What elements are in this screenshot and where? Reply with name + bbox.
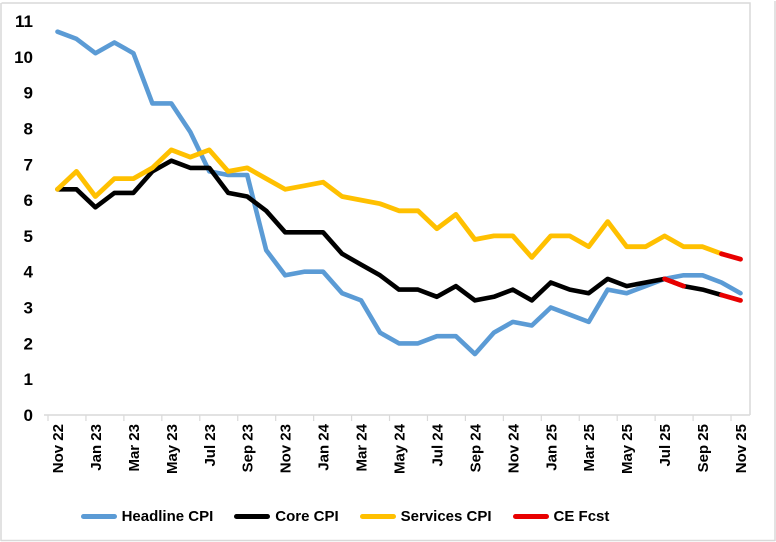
- legend-item-services-cpi: Services CPI: [359, 507, 492, 525]
- y-axis-tick-label: 4: [24, 263, 34, 282]
- legend-item-core-cpi: Core CPI: [234, 507, 339, 525]
- legend: Headline CPI Core CPI Services CPI CE Fcst: [0, 503, 750, 529]
- series-line-services-cpi: [55, 147, 724, 260]
- x-axis-tick-label: Jan 23: [88, 424, 105, 471]
- y-axis-tick-label: 1: [24, 370, 33, 389]
- x-axis-tick-label: Nov 24: [505, 423, 522, 473]
- x-axis-tick-label: May 23: [164, 424, 181, 474]
- legend-item-headline-cpi: Headline CPI: [80, 507, 214, 525]
- series-line-core-cpi: [55, 158, 724, 303]
- x-axis-tick-label: Jul 25: [657, 424, 674, 467]
- y-axis-tick-label: 11: [15, 12, 33, 31]
- legend-swatch-core-cpi: [234, 513, 271, 519]
- y-axis-tick-label: 10: [14, 48, 33, 67]
- y-axis-tick-label: 2: [24, 334, 33, 353]
- y-axis-tick-label: 9: [24, 84, 33, 103]
- plot-border: [1, 2, 751, 415]
- x-axis-tick-label: Jul 24: [429, 423, 446, 466]
- x-axis-tick-label: Jul 23: [202, 424, 219, 467]
- x-axis-tick-label: Mar 25: [581, 424, 598, 472]
- y-axis-tick-label: 8: [24, 119, 33, 138]
- y-axis-tick-label: 0: [24, 406, 33, 425]
- x-axis-tick-label: Sep 24: [467, 423, 484, 472]
- x-axis-tick-label: Sep 25: [695, 424, 712, 472]
- x-axis-tick-label: Nov 23: [278, 424, 295, 473]
- x-axis-tick-label: Mar 24: [354, 423, 371, 471]
- x-axis-tick-label: May 25: [619, 424, 636, 474]
- y-axis-tick-label: 6: [24, 191, 33, 210]
- legend-label: Core CPI: [275, 507, 339, 525]
- x-axis-tick-label: Sep 23: [240, 424, 257, 472]
- x-axis-tick-label: Nov 25: [733, 424, 750, 473]
- legend-item-ce-fcst: CE Fcst: [512, 507, 610, 525]
- legend-swatch-headline-cpi: [80, 513, 117, 519]
- x-axis-tick-label: Jan 25: [543, 424, 560, 471]
- y-axis-tick-label: 7: [24, 155, 33, 174]
- y-axis-tick-label: 5: [24, 227, 33, 246]
- legend-label: Services CPI: [400, 507, 492, 525]
- legend-label: CE Fcst: [553, 507, 610, 525]
- y-axis-tick-label: 3: [24, 299, 33, 318]
- series-line-ce-fcst: [719, 292, 743, 303]
- series-line-ce-fcst: [719, 251, 743, 262]
- x-axis-tick-label: May 24: [392, 423, 409, 474]
- legend-swatch-services-cpi: [359, 513, 396, 519]
- x-axis-tick-label: Jan 24: [316, 423, 333, 470]
- legend-label: Headline CPI: [121, 507, 214, 525]
- legend-swatch-ce-fcst: [512, 513, 549, 519]
- series-line-ce-fcst: [662, 276, 686, 289]
- series-line-headline-cpi: [55, 29, 743, 357]
- x-axis-tick-label: Mar 23: [126, 424, 143, 472]
- x-axis-tick-label: Nov 22: [50, 424, 67, 473]
